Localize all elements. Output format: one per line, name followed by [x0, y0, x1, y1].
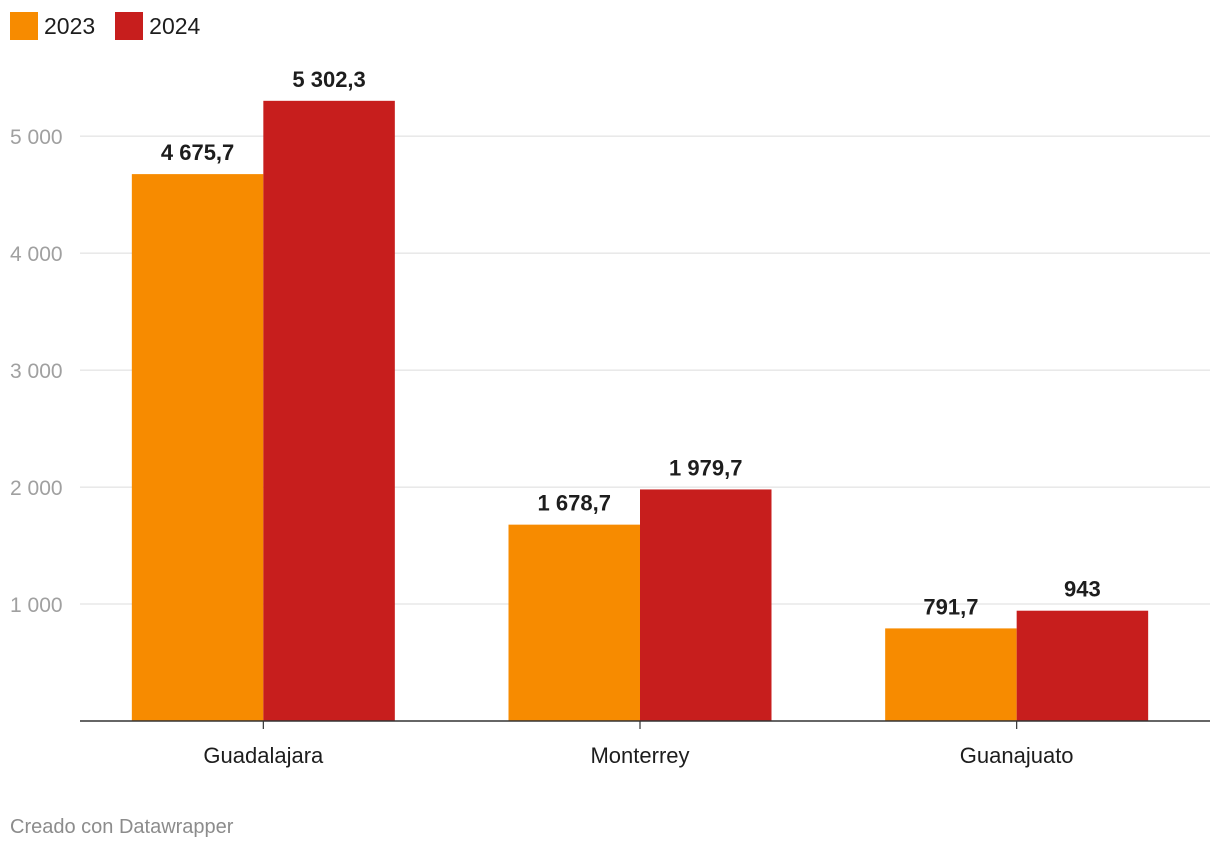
- legend: 2023 2024: [10, 12, 220, 40]
- legend-label-2024: 2024: [149, 12, 201, 39]
- y-tick-label: 3 000: [10, 360, 63, 383]
- y-tick-label: 2 000: [10, 477, 63, 500]
- bar: [131, 174, 264, 721]
- data-label: 1 979,7: [669, 455, 742, 480]
- x-tick-label: Monterrey: [590, 743, 689, 768]
- bar: [263, 100, 395, 722]
- bar: [1016, 610, 1149, 721]
- y-tick-label: 5 000: [10, 126, 63, 149]
- x-tick-label: Guadalajara: [203, 743, 324, 768]
- bar: [885, 628, 1017, 721]
- legend-swatch-2024: [115, 12, 144, 40]
- bar: [640, 489, 772, 721]
- bar: [508, 524, 640, 721]
- data-label: 5 302,3: [292, 67, 365, 92]
- y-tick-label: 1 000: [10, 594, 63, 617]
- data-label: 4 675,7: [161, 140, 234, 165]
- legend-item-2024: 2024: [115, 12, 200, 40]
- footer-credit: Creado con Datawrapper: [10, 816, 234, 838]
- legend-label-2023: 2023: [44, 12, 96, 39]
- y-tick-label: 4 000: [10, 243, 63, 266]
- data-label: 791,7: [923, 594, 978, 619]
- data-label: 943: [1064, 577, 1101, 602]
- x-tick-label: Guanajuato: [960, 743, 1074, 768]
- data-label: 1 678,7: [538, 491, 611, 516]
- bar-chart: 1 000 2 000 3 000 4 000 5 000 4 675,7 5 302,3 G…: [10, 67, 1210, 768]
- legend-item-2023: 2023: [10, 12, 95, 40]
- legend-swatch-2023: [10, 12, 38, 40]
